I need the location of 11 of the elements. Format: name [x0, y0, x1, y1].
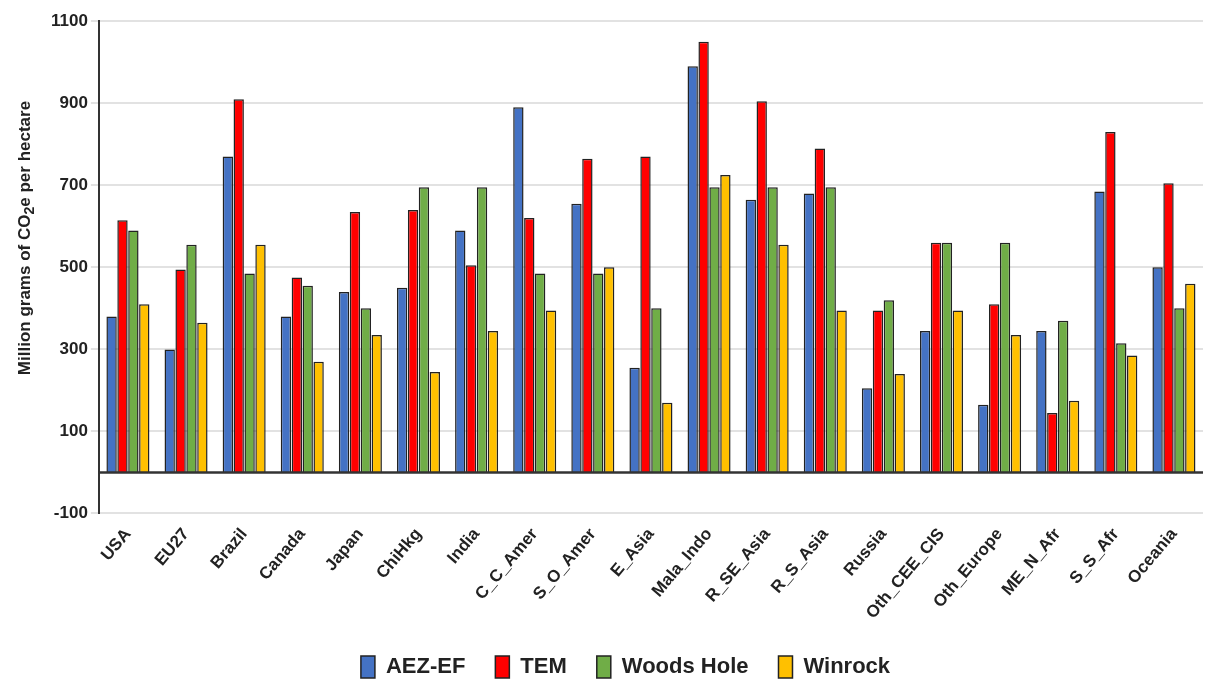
- legend-label: AEZ-EF: [385, 653, 466, 679]
- legend-label: Woods Hole: [621, 653, 749, 679]
- legend-label: TEM: [520, 653, 567, 679]
- y-tick-label: 100: [59, 421, 88, 441]
- y-tick-label: -100: [53, 503, 88, 523]
- y-tick-label: 500: [59, 257, 88, 277]
- y-tick-label: 900: [59, 92, 88, 112]
- y-tick-label: 1100: [50, 10, 88, 30]
- y-tick-label: 700: [59, 174, 88, 194]
- y-tick-label: 300: [59, 339, 88, 359]
- legend-label: Winrock: [803, 653, 891, 679]
